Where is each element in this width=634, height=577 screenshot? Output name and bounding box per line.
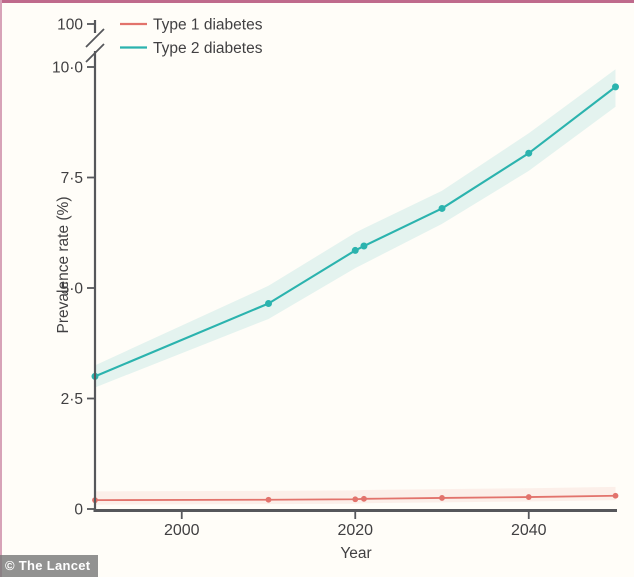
axis-break-slash — [85, 28, 105, 48]
x-tick-label: 2020 — [337, 522, 373, 539]
data-point — [351, 246, 359, 254]
y-axis-title: Prevalence rate (%) — [55, 197, 72, 334]
confidence-bands — [95, 69, 616, 505]
data-points — [91, 83, 619, 504]
confidence-band-series2 — [95, 69, 616, 388]
data-point — [612, 83, 619, 91]
figure-top-border — [0, 0, 634, 3]
tick-labels: 0 2·5 5·0 7·5 10·0 100 2000 2020 2040 — [52, 17, 547, 540]
y-axis-break-top-label: 100 — [57, 17, 83, 34]
y-tick-label: 10·0 — [52, 60, 83, 77]
data-point — [352, 496, 359, 503]
data-point — [439, 495, 445, 501]
data-point — [525, 149, 533, 157]
data-point — [612, 492, 619, 499]
legend-label-type2: Type 2 diabetes — [153, 40, 263, 57]
y-tick-label: 5·0 — [61, 281, 84, 298]
data-point — [438, 204, 446, 212]
data-point — [361, 495, 367, 502]
data-point — [525, 494, 532, 500]
data-point — [360, 242, 368, 250]
data-point — [265, 496, 272, 503]
y-tick-label: 0 — [74, 502, 83, 519]
x-tick-label: 2040 — [511, 522, 547, 539]
legend-label-type1: Type 1 diabetes — [153, 17, 263, 34]
data-point — [265, 299, 272, 307]
axis-break-slash — [85, 43, 105, 63]
y-tick-label: 7·5 — [61, 170, 83, 187]
figure-left-border — [0, 0, 2, 577]
x-axis-title: Year — [340, 545, 371, 562]
axes — [85, 20, 617, 519]
legend: Type 1 diabetes Type 2 diabetes — [120, 17, 263, 57]
lancet-watermark: © The Lancet — [0, 555, 99, 577]
y-tick-label: 2·5 — [61, 391, 83, 408]
x-tick-label: 2000 — [164, 522, 200, 539]
